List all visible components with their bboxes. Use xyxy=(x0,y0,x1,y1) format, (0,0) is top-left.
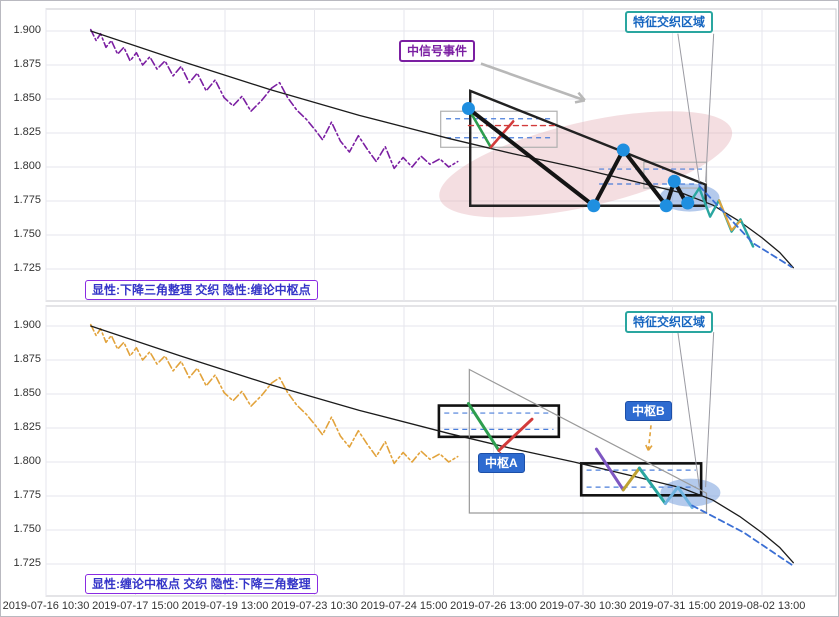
signal-dot xyxy=(681,196,695,210)
y-tick-label: 1.875 xyxy=(13,353,41,365)
series-seg-green-a xyxy=(466,402,501,452)
y-tick-label: 1.900 xyxy=(13,24,41,36)
x-tick-label: 2019-07-26 13:00 xyxy=(450,600,537,612)
series-tail-dashed-blue xyxy=(698,185,793,268)
y-tick-label: 1.850 xyxy=(13,387,41,399)
x-tick-label: 2019-07-17 15:00 xyxy=(92,600,179,612)
panel-caption-top: 显性:下降三角整理 交织 隐性:缠论中枢点 xyxy=(85,280,318,300)
annotation-arrowhead xyxy=(647,445,653,451)
pivot-box xyxy=(579,462,703,497)
x-tick-label: 2019-07-30 10:30 xyxy=(539,600,627,612)
y-tick-label: 1.750 xyxy=(13,523,41,535)
series-trend-line xyxy=(90,30,794,269)
y-tick-label: 1.825 xyxy=(13,126,41,138)
annotation-arrowhead xyxy=(577,91,586,102)
y-tick-label: 1.850 xyxy=(13,92,41,104)
series-price-dashdot-orange xyxy=(89,323,459,465)
highlight-ellipse xyxy=(439,111,733,218)
pivot-box xyxy=(437,404,561,439)
pivot-a-label: 中枢A xyxy=(478,453,525,473)
annotation-arrowhead xyxy=(645,444,650,451)
x-tick-label: 2019-07-19 13:00 xyxy=(181,600,269,612)
series-seg-red-a xyxy=(497,417,534,452)
y-tick-label: 1.725 xyxy=(13,262,41,274)
series-seg-khaki-b xyxy=(621,466,641,492)
pivot-box xyxy=(440,110,558,148)
signal-dot xyxy=(461,102,475,116)
x-tick-label: 2019-07-16 10:30 xyxy=(2,600,90,612)
signal-dot xyxy=(659,199,673,213)
series-seg-teal-b xyxy=(637,466,667,505)
y-tick-label: 1.900 xyxy=(13,319,41,331)
annotation-arrow xyxy=(480,62,586,102)
callout-line xyxy=(705,33,715,182)
signal-dot xyxy=(587,199,601,213)
callout-line xyxy=(677,332,700,488)
y-tick-label: 1.775 xyxy=(13,194,41,206)
y-tick-label: 1.875 xyxy=(13,58,41,70)
panel-caption-bottom: 显性:缠论中枢点 交织 隐性:下降三角整理 xyxy=(85,574,318,594)
y-tick-label: 1.725 xyxy=(13,557,41,569)
signal-dot xyxy=(616,143,630,157)
series-tail-dashed-blue xyxy=(691,504,793,566)
series-seg-lightblue-b xyxy=(663,485,694,510)
y-tick-label: 1.800 xyxy=(13,455,41,467)
series-trend-line xyxy=(90,325,794,564)
x-tick-label: 2019-07-24 15:00 xyxy=(360,600,448,612)
y-tick-label: 1.750 xyxy=(13,228,41,240)
x-tick-label: 2019-07-23 10:30 xyxy=(271,600,358,612)
y-tick-label: 1.775 xyxy=(13,489,41,501)
series-seg-green xyxy=(467,107,493,149)
x-tick-label: 2019-07-31 15:00 xyxy=(629,600,716,612)
y-tick-label: 1.825 xyxy=(13,421,41,433)
annotation-arrow xyxy=(647,425,652,451)
panel-border xyxy=(45,305,837,597)
series-seg-purple-b xyxy=(594,447,625,492)
callout-line xyxy=(677,33,700,183)
signal-event-label: 中信号事件 xyxy=(399,40,476,62)
annotation-arrowhead xyxy=(574,99,586,104)
series-price-dashdot xyxy=(89,28,459,170)
y-tick-label: 1.800 xyxy=(13,160,41,172)
x-tick-label: 2019-08-02 13:00 xyxy=(718,600,806,612)
feature-region-label-bottom: 特征交织区域 xyxy=(625,311,714,333)
signal-dot xyxy=(667,174,681,188)
callout-line xyxy=(705,332,715,488)
feature-region-label-top: 特征交织区域 xyxy=(625,11,714,33)
pivot-b-label: 中枢B xyxy=(625,401,672,421)
